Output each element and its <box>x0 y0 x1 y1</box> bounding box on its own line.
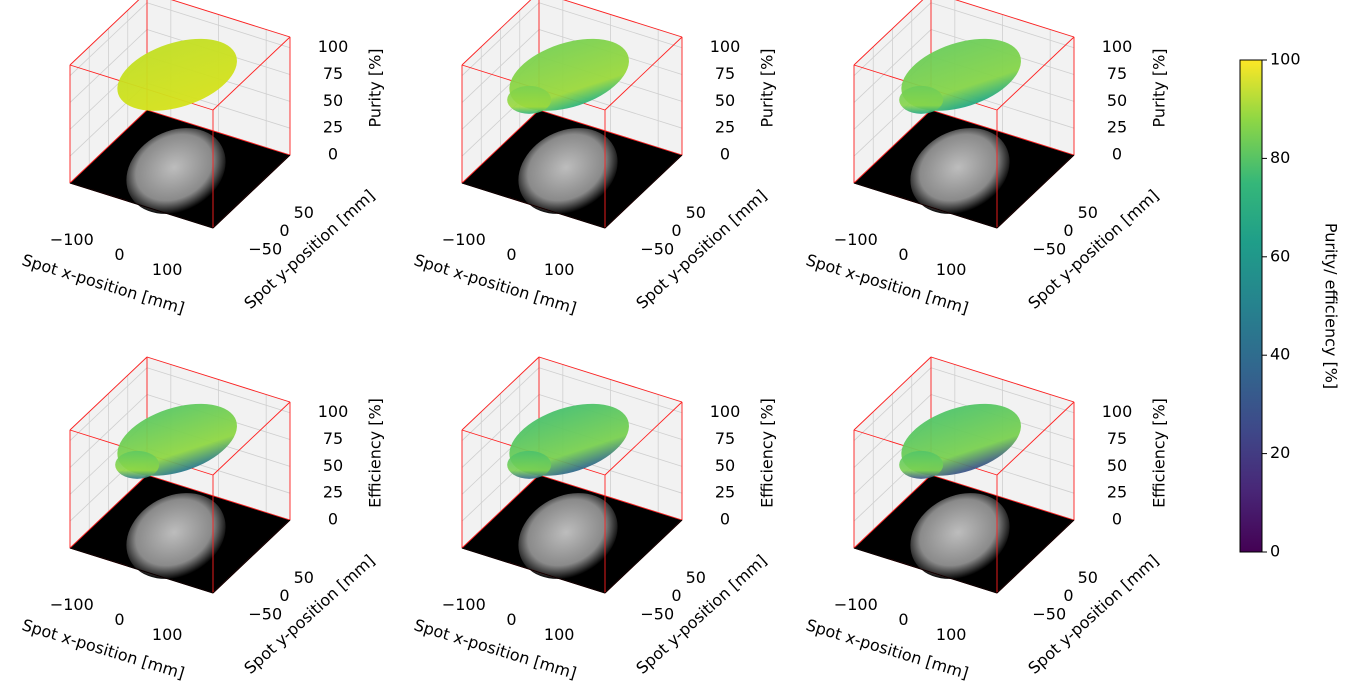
z-tick-label: 75 <box>715 64 735 83</box>
x-tick-label: −100 <box>442 230 486 249</box>
figure: −1000100−500500255075100Spot x-position … <box>0 0 1361 693</box>
x-tick-label: 100 <box>152 260 183 279</box>
z-tick-label: 75 <box>1107 64 1127 83</box>
y-tick-label: −50 <box>1032 604 1066 623</box>
y-tick-label: −50 <box>640 604 674 623</box>
z-tick-label: 25 <box>715 483 735 502</box>
x-tick-label: −100 <box>834 230 878 249</box>
z-tick-label: 100 <box>318 37 349 56</box>
z-tick-label: 25 <box>1107 118 1127 137</box>
z-tick-label: 0 <box>720 145 730 164</box>
point-cloud-edge <box>507 451 551 479</box>
z-tick-label: 75 <box>715 429 735 448</box>
x-tick-label: 100 <box>936 260 967 279</box>
y-tick-label: 50 <box>294 568 314 587</box>
colorbar <box>1240 60 1262 552</box>
z-axis-label: Purity [%] <box>758 48 777 127</box>
point-cloud-edge <box>507 86 551 114</box>
z-tick-label: 50 <box>715 456 735 475</box>
x-tick-label: −100 <box>442 595 486 614</box>
z-tick-label: 0 <box>1112 145 1122 164</box>
colorbar-label: Purity/ efficiency [%] <box>1322 223 1341 389</box>
z-tick-label: 0 <box>328 510 338 529</box>
z-tick-label: 25 <box>323 118 343 137</box>
z-tick-label: 0 <box>1112 510 1122 529</box>
z-tick-label: 50 <box>323 456 343 475</box>
x-tick-label: 100 <box>152 625 183 644</box>
y-tick-label: 0 <box>671 586 681 605</box>
z-tick-label: 0 <box>328 145 338 164</box>
y-tick-label: 50 <box>1078 203 1098 222</box>
z-tick-label: 50 <box>715 91 735 110</box>
y-tick-label: 50 <box>294 203 314 222</box>
colorbar-tick-label: 80 <box>1270 148 1290 167</box>
y-tick-label: 50 <box>686 203 706 222</box>
y-tick-label: 0 <box>671 221 681 240</box>
y-tick-label: −50 <box>248 604 282 623</box>
x-tick-label: −100 <box>50 230 94 249</box>
x-tick-label: 100 <box>544 260 575 279</box>
y-tick-label: 0 <box>1063 586 1073 605</box>
z-tick-label: 100 <box>710 402 741 421</box>
x-tick-label: 0 <box>506 245 516 264</box>
x-tick-label: −100 <box>834 595 878 614</box>
x-tick-label: 0 <box>898 610 908 629</box>
colorbar-tick-label: 40 <box>1270 345 1290 364</box>
x-tick-label: −100 <box>50 595 94 614</box>
x-tick-label: 0 <box>114 245 124 264</box>
x-tick-label: 0 <box>898 245 908 264</box>
z-tick-label: 75 <box>323 429 343 448</box>
y-tick-label: 50 <box>686 568 706 587</box>
subplot: −1000100−500500255075100Spot x-position … <box>412 357 777 683</box>
y-tick-label: 0 <box>1063 221 1073 240</box>
point-cloud-edge <box>115 451 159 479</box>
z-tick-label: 100 <box>1102 37 1133 56</box>
x-tick-label: 0 <box>114 610 124 629</box>
z-tick-label: 50 <box>1107 456 1127 475</box>
point-cloud-edge <box>899 86 943 114</box>
colorbar-tick-label: 0 <box>1270 542 1280 561</box>
z-tick-label: 100 <box>318 402 349 421</box>
colorbar-tick-label: 100 <box>1270 50 1301 69</box>
y-tick-label: −50 <box>248 239 282 258</box>
y-tick-label: 0 <box>279 586 289 605</box>
z-axis-label: Purity [%] <box>366 48 385 127</box>
y-tick-label: 0 <box>279 221 289 240</box>
point-cloud-edge <box>899 451 943 479</box>
colorbar-tick-label: 60 <box>1270 246 1290 265</box>
z-tick-label: 75 <box>1107 429 1127 448</box>
y-tick-label: −50 <box>1032 239 1066 258</box>
z-tick-label: 25 <box>323 483 343 502</box>
x-tick-label: 0 <box>506 610 516 629</box>
z-tick-label: 25 <box>715 118 735 137</box>
x-tick-label: 100 <box>544 625 575 644</box>
z-axis-label: Efficiency [%] <box>366 398 385 508</box>
z-tick-label: 75 <box>323 64 343 83</box>
z-axis-label: Efficiency [%] <box>1150 398 1169 508</box>
y-tick-label: 50 <box>1078 568 1098 587</box>
z-tick-label: 100 <box>710 37 741 56</box>
z-tick-label: 25 <box>1107 483 1127 502</box>
z-tick-label: 50 <box>1107 91 1127 110</box>
z-tick-label: 50 <box>323 91 343 110</box>
subplot: −1000100−500500255075100Spot x-position … <box>804 357 1169 683</box>
z-axis-label: Efficiency [%] <box>758 398 777 508</box>
z-axis-label: Purity [%] <box>1150 48 1169 127</box>
colorbar-tick-label: 20 <box>1270 443 1290 462</box>
z-tick-label: 100 <box>1102 402 1133 421</box>
x-tick-label: 100 <box>936 625 967 644</box>
subplot: −1000100−500500255075100Spot x-position … <box>20 357 385 683</box>
z-tick-label: 0 <box>720 510 730 529</box>
y-tick-label: −50 <box>640 239 674 258</box>
